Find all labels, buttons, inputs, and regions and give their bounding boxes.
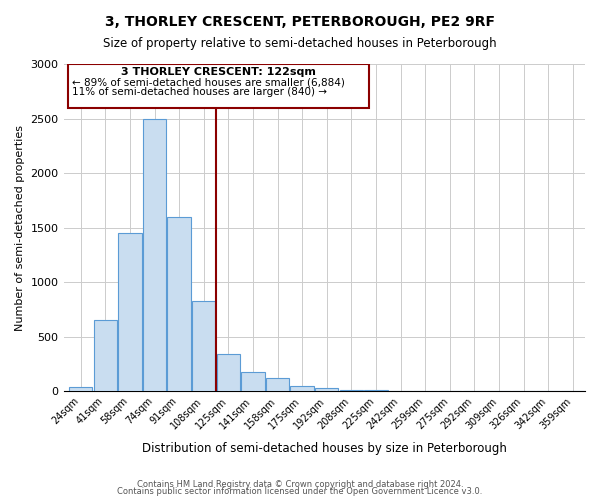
Text: Size of property relative to semi-detached houses in Peterborough: Size of property relative to semi-detach…: [103, 38, 497, 51]
Bar: [118, 233, 142, 391]
Bar: [315, 388, 338, 391]
Bar: [364, 390, 388, 391]
Bar: [290, 386, 314, 391]
Bar: [241, 372, 265, 391]
Bar: [167, 216, 191, 391]
Bar: [94, 320, 117, 391]
Bar: [217, 354, 240, 391]
X-axis label: Distribution of semi-detached houses by size in Peterborough: Distribution of semi-detached houses by …: [142, 442, 507, 455]
FancyBboxPatch shape: [68, 64, 368, 108]
Text: Contains HM Land Registry data © Crown copyright and database right 2024.: Contains HM Land Registry data © Crown c…: [137, 480, 463, 489]
Text: ← 89% of semi-detached houses are smaller (6,884): ← 89% of semi-detached houses are smalle…: [72, 77, 345, 87]
Text: 3 THORLEY CRESCENT: 122sqm: 3 THORLEY CRESCENT: 122sqm: [121, 68, 316, 78]
Bar: [69, 387, 92, 391]
Bar: [143, 118, 166, 391]
Bar: [192, 300, 215, 391]
Text: 3, THORLEY CRESCENT, PETERBOROUGH, PE2 9RF: 3, THORLEY CRESCENT, PETERBOROUGH, PE2 9…: [105, 15, 495, 29]
Text: 11% of semi-detached houses are larger (840) →: 11% of semi-detached houses are larger (…: [72, 87, 327, 97]
Bar: [340, 390, 363, 391]
Y-axis label: Number of semi-detached properties: Number of semi-detached properties: [15, 124, 25, 330]
Text: Contains public sector information licensed under the Open Government Licence v3: Contains public sector information licen…: [118, 487, 482, 496]
Bar: [266, 378, 289, 391]
